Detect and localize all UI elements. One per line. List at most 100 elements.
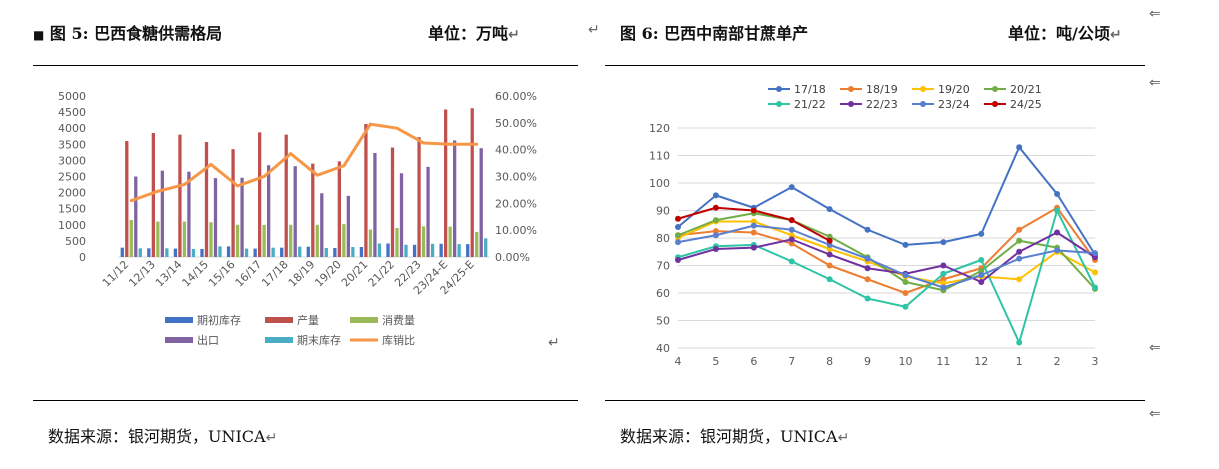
bar-出口 (240, 177, 244, 257)
x-tick-label: 11/12 (100, 258, 132, 290)
y2-tick-label: 60.00% (495, 90, 537, 103)
x-tick-label: 12 (974, 355, 988, 368)
y2-tick-label: 0.00% (495, 251, 530, 264)
x-tick-label: 1 (1016, 355, 1023, 368)
x-tick-label: 16/17 (233, 258, 265, 290)
bar-消费量 (156, 221, 160, 257)
y-tick-label: 5000 (58, 90, 86, 103)
point-19/20 (940, 280, 947, 287)
point-20/21 (902, 279, 909, 285)
bar-消费量 (182, 221, 187, 257)
bar-期末库存 (298, 246, 302, 257)
square-bullet-icon: ■ (33, 28, 45, 42)
bar-期初库存 (280, 247, 284, 257)
bar-期末库存 (138, 248, 142, 257)
point-20/21 (1016, 237, 1023, 244)
bar-期初库存 (306, 246, 310, 257)
bar-期末库存 (430, 243, 435, 257)
legend-label-产量: 产量 (297, 313, 319, 327)
bar-期初库存 (120, 247, 124, 257)
point-24/25 (826, 237, 833, 244)
legend-swatch-期末库存 (265, 337, 293, 343)
bar-期初库存 (200, 248, 204, 257)
legend-label-24/25: 24/25 (1010, 98, 1042, 111)
legend-label-19/20: 19/20 (938, 83, 970, 96)
bar-消费量 (209, 222, 213, 257)
bar-消费量 (475, 231, 479, 257)
point-17/18 (1016, 144, 1023, 151)
point-24/25 (750, 207, 757, 214)
legend-swatch-出口 (165, 337, 193, 343)
bar-期初库存 (439, 243, 443, 257)
x-tick-label: 11 (936, 355, 950, 368)
point-24/25 (712, 204, 719, 211)
point-24/25 (788, 217, 795, 224)
bar-出口 (320, 193, 324, 257)
point-17/18 (940, 239, 947, 246)
x-tick-label: 2 (1054, 355, 1061, 368)
right-figure-title: 图 6: 巴西中南部甘蔗单产 (620, 24, 809, 43)
legend-label-20/21: 20/21 (1010, 83, 1042, 96)
bar-消费量 (315, 224, 319, 257)
point-23/24 (788, 226, 795, 233)
bar-期末库存 (191, 248, 196, 257)
point-17/18 (826, 206, 833, 213)
point-23/24 (978, 272, 985, 279)
x-tick-label: 19/20 (312, 258, 344, 290)
x-tick-label: 6 (750, 355, 757, 368)
point-22/23 (978, 279, 985, 285)
point-19/20 (1092, 269, 1098, 276)
bar-期末库存 (218, 246, 222, 257)
x-tick-label: 13/14 (153, 258, 185, 290)
bar-期初库存 (359, 247, 364, 257)
point-23/24 (712, 232, 719, 239)
point-18/19 (864, 276, 871, 283)
bar-产量 (443, 109, 448, 257)
bar-消费量 (342, 224, 346, 257)
bar-消费量 (235, 224, 240, 257)
point-22/23 (940, 262, 947, 269)
x-tick-label: 8 (826, 355, 833, 368)
point-22/23 (1092, 254, 1098, 261)
point-库销比 (156, 189, 160, 193)
bar-期初库存 (466, 244, 470, 257)
legend-marker-23/24 (920, 101, 926, 107)
left-figure-title: ■ 图 5: 巴西食糖供需格局 (33, 24, 223, 43)
bar-期初库存 (253, 248, 257, 257)
point-库销比 (422, 141, 426, 145)
legend-label-23/24: 23/24 (938, 98, 970, 111)
return-mark-icon: ↵ (548, 335, 560, 351)
y2-tick-label: 20.00% (495, 197, 537, 210)
bar-期初库存 (333, 247, 337, 257)
bar-出口 (187, 171, 191, 257)
bar-产量 (390, 147, 395, 257)
bar-出口 (134, 176, 138, 257)
point-18/19 (788, 240, 795, 247)
point-20/21 (712, 217, 719, 224)
bar-产量 (151, 133, 156, 257)
legend-marker-24/25 (992, 101, 998, 107)
bar-出口 (399, 173, 404, 257)
y-tick-label: 90 (656, 205, 670, 218)
legend-marker-21/22 (776, 101, 782, 107)
x-tick-label: 21/22 (366, 258, 398, 290)
bar-期末库存 (457, 244, 461, 257)
point-23/24 (750, 222, 757, 229)
bar-出口 (426, 166, 430, 257)
y-tick-label: 100 (649, 177, 670, 190)
line-23/24 (677, 224, 1096, 289)
point-23/24 (826, 241, 833, 248)
line-20/21 (677, 212, 1096, 292)
right-source: 数据来源：银河期货，UNICA↵ (620, 427, 850, 446)
point-21/22 (978, 257, 985, 263)
point-21/22 (788, 258, 795, 265)
bar-产量 (178, 134, 182, 257)
legend-marker-22/23 (848, 101, 854, 107)
y-tick-label: 50 (656, 315, 670, 328)
legend-marker-17/18 (776, 86, 782, 92)
bar-产量 (204, 142, 209, 257)
return-arrow-icon: ⇐ (1149, 6, 1161, 22)
left-bar-chart: 0 500 1000 1500 2000 2500 3000 3500 4000 4500 5000… (58, 90, 537, 347)
bar-消费量 (421, 226, 426, 257)
legend-label-17/18: 17/18 (794, 83, 826, 96)
